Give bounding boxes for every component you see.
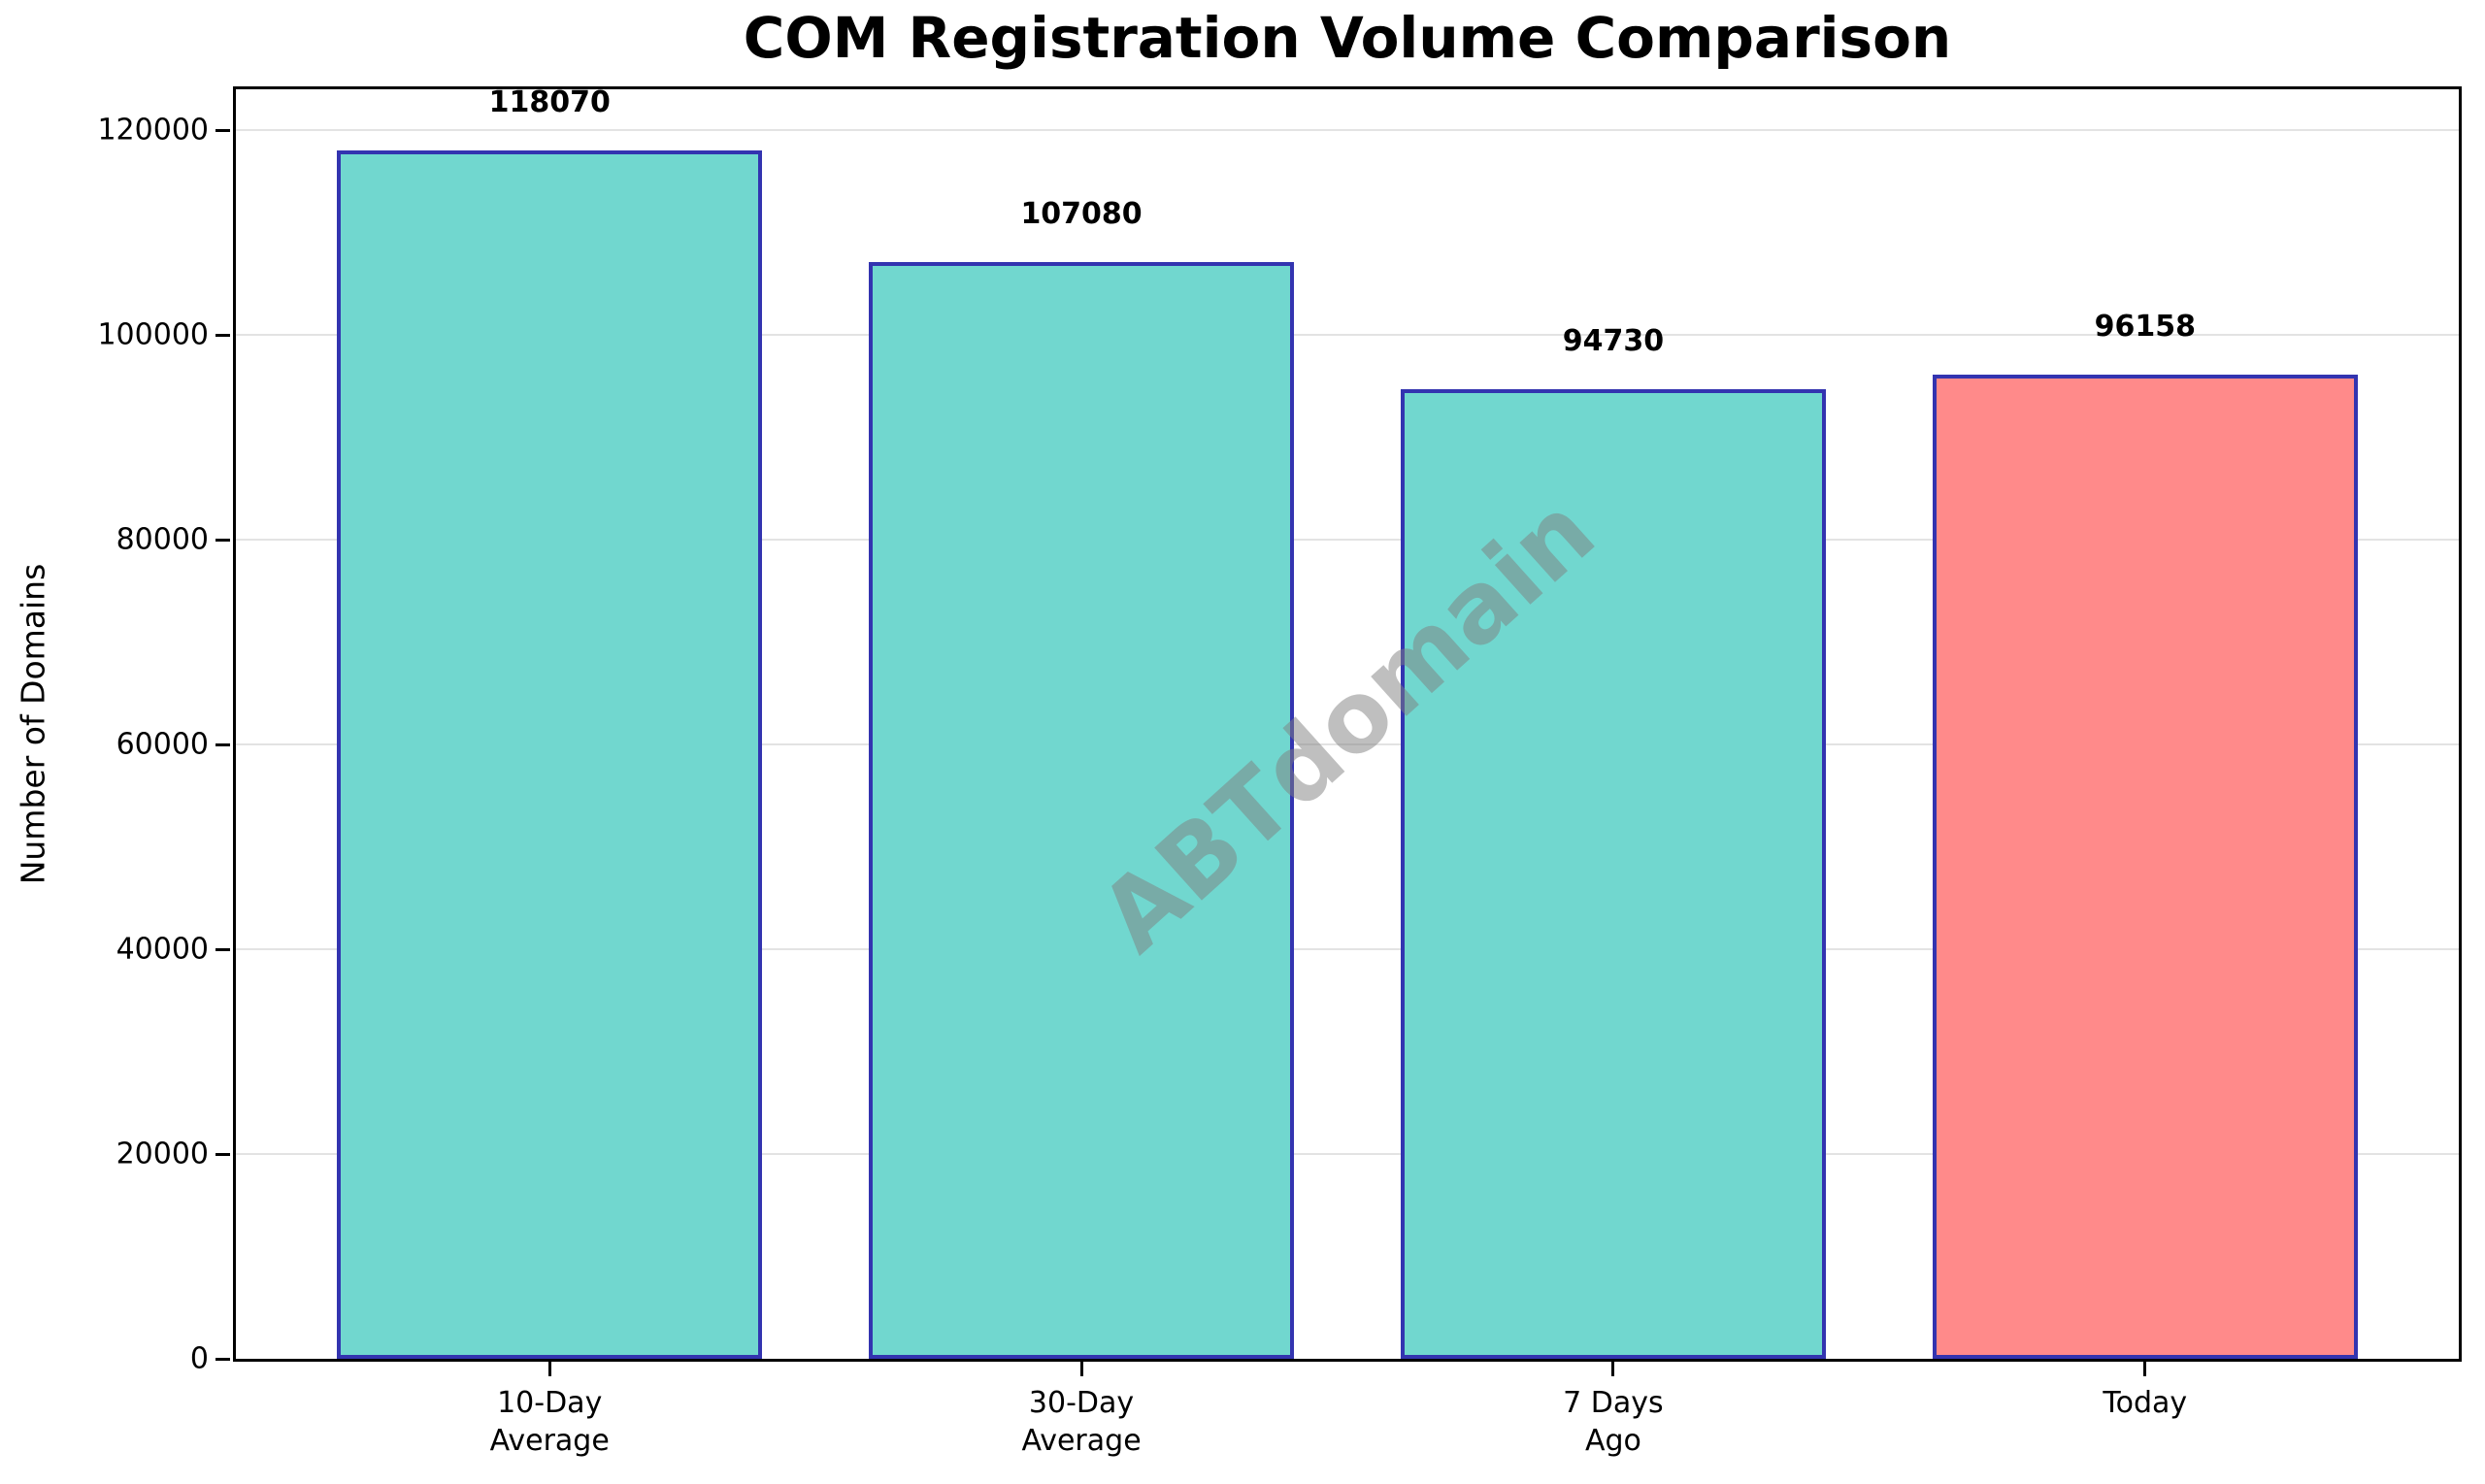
x-tick-label: 30-Day Average xyxy=(1021,1386,1142,1458)
bar xyxy=(868,262,1295,1359)
y-axis-tick xyxy=(215,538,230,542)
bar xyxy=(1932,374,2358,1359)
y-tick-label: 100000 xyxy=(97,317,209,352)
x-axis-tick xyxy=(1079,1362,1083,1376)
gridline xyxy=(236,539,2459,542)
gridline xyxy=(236,129,2459,132)
y-tick-label: 20000 xyxy=(116,1137,209,1171)
x-axis-tick xyxy=(1611,1362,1615,1376)
x-tick-label: 7 Days Ago xyxy=(1563,1386,1664,1458)
x-axis-tick xyxy=(547,1362,551,1376)
bar-value-label: 118070 xyxy=(488,84,611,119)
bar xyxy=(1400,388,1827,1359)
y-axis-tick xyxy=(215,128,230,132)
y-axis-tick xyxy=(215,742,230,746)
gridline xyxy=(236,1153,2459,1156)
bar-value-label: 94730 xyxy=(1562,323,1665,358)
gridline xyxy=(236,948,2459,951)
plot-area: ABTdomain 0 20000 40000 60000 80000 100000 120… xyxy=(97,84,2462,1458)
y-axis-tick xyxy=(215,1152,230,1156)
x-tick-label: 10-Day Average xyxy=(489,1386,610,1458)
y-axis-tick xyxy=(215,333,230,337)
y-tick-label: 0 xyxy=(189,1341,209,1376)
y-tick-label: 120000 xyxy=(97,113,209,148)
bar xyxy=(337,149,763,1359)
gridline xyxy=(236,743,2459,746)
y-axis-label: Number of Domains xyxy=(14,563,52,885)
y-axis-tick xyxy=(215,947,230,951)
y-tick-label: 40000 xyxy=(116,932,209,967)
bar-value-label: 107080 xyxy=(1020,197,1143,232)
gridline xyxy=(236,334,2459,337)
y-tick-label: 60000 xyxy=(116,727,209,762)
y-tick-label: 80000 xyxy=(116,522,209,557)
bar-value-label: 96158 xyxy=(2094,309,2196,344)
x-tick-label: Today xyxy=(2103,1386,2188,1420)
chart-title: COM Registration Volume Comparison xyxy=(743,5,1952,71)
x-axis-tick xyxy=(2143,1362,2147,1376)
y-axis-tick xyxy=(215,1357,230,1361)
